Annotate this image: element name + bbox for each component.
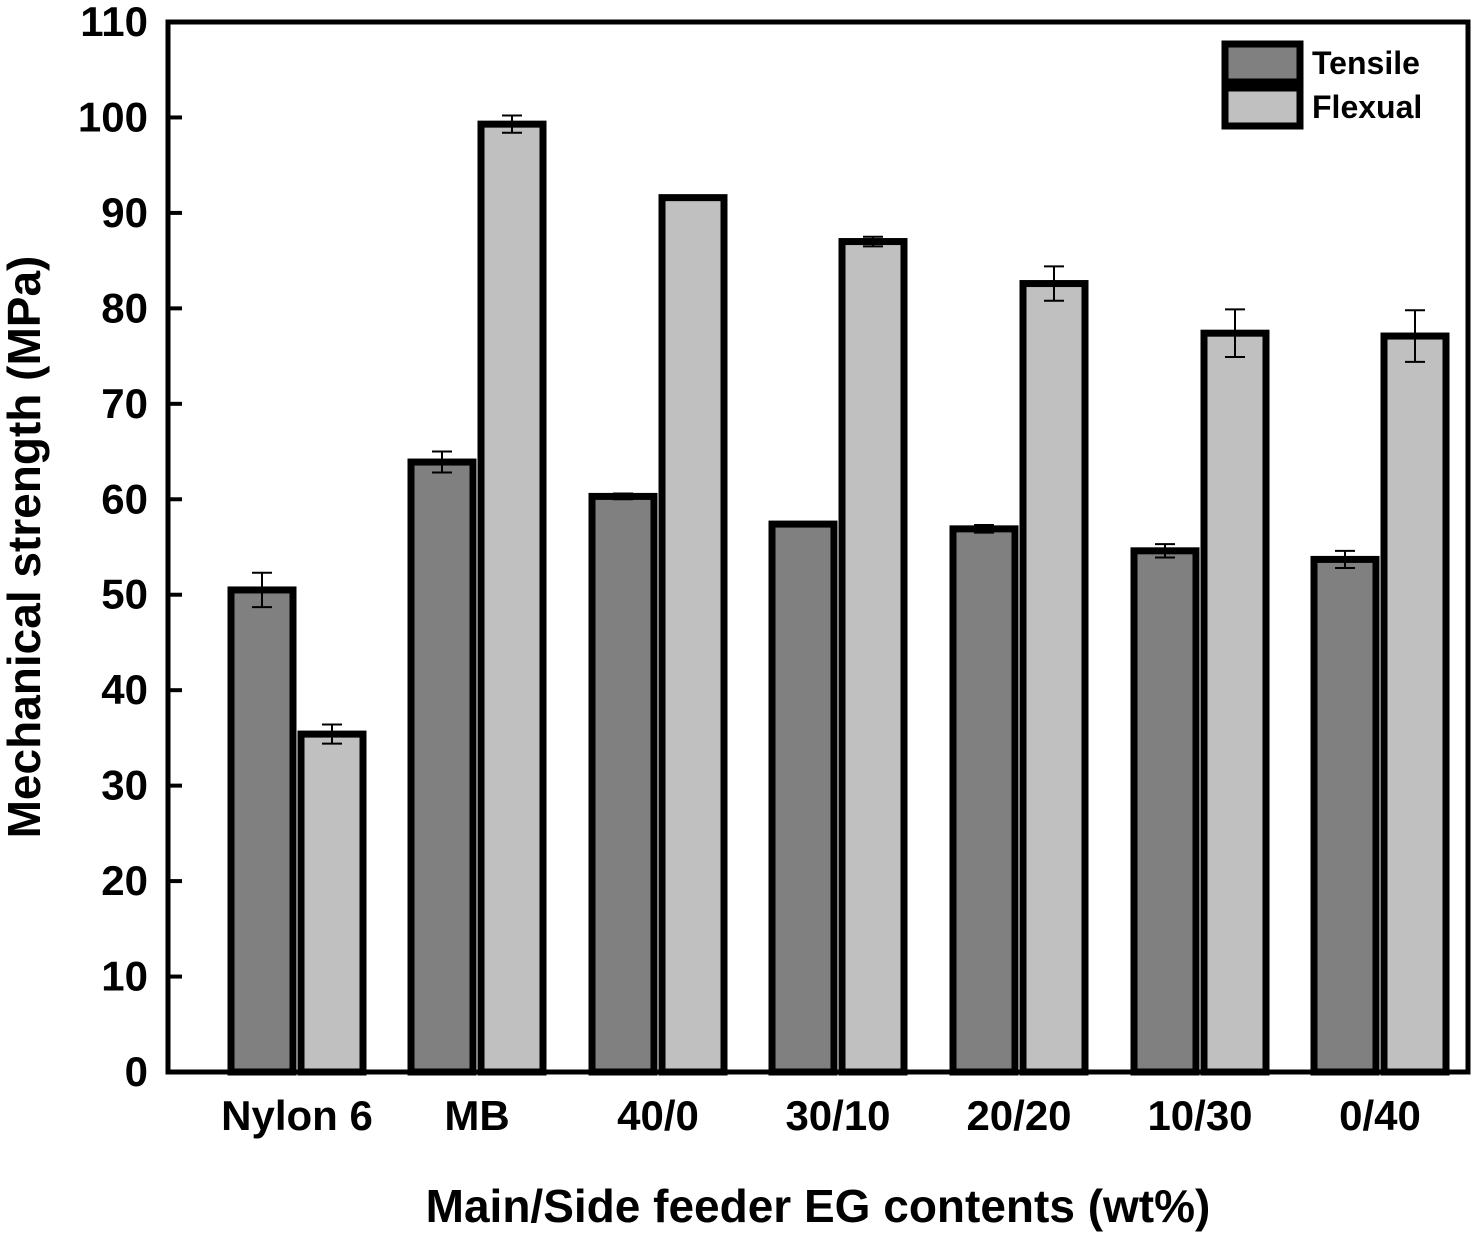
x-tick-label: Nylon 6 [221,1092,373,1139]
bar-tensile-1 [407,458,477,1076]
legend-swatch-flexual [1221,84,1304,130]
error-bar-tensile-5 [1155,543,1175,559]
bar-tensile-6 [1310,555,1380,1076]
legend: Tensile Flexual [1221,40,1422,130]
x-tick-label: MB [444,1092,509,1139]
bar-tensile-0 [227,586,297,1076]
x-tick-label: 40/0 [617,1092,699,1139]
bar-flexual-0 [297,730,367,1076]
bar-tensile-3 [768,520,838,1076]
x-tick-label: 20/20 [966,1092,1071,1139]
legend-swatch-tensile [1221,40,1304,86]
y-tick-label: 60 [101,475,148,522]
y-axis: 0 10 20 30 40 50 60 70 80 90 100 110 [78,0,182,1095]
x-axis-title: Main/Side feeder EG contents (wt%) [426,1180,1211,1232]
bar-flexual-1 [477,120,547,1076]
bar-flexual-6 [1380,332,1450,1076]
error-bar-tensile-3 [793,521,813,527]
bar-flexual-3 [838,238,908,1076]
bar-flexual-5 [1200,329,1270,1076]
y-tick-label: 30 [101,762,148,809]
legend-label-flexual: Flexual [1312,89,1422,125]
x-tick-label: 10/30 [1147,1092,1252,1139]
bar-flexual-2 [658,194,728,1076]
y-tick-label: 90 [101,189,148,236]
bar-flexual-4 [1019,280,1089,1076]
x-axis: Nylon 6 MB 40/0 30/10 20/20 10/30 0/40 [221,1092,1421,1139]
error-bar-flexual-2 [683,195,703,200]
error-bar-flexual-5 [1225,308,1245,359]
error-bar-tensile-4 [974,524,994,534]
plot-frame [165,19,1471,1075]
y-tick-label: 70 [101,380,148,427]
error-bar-flexual-1 [502,114,522,134]
error-bar-tensile-0 [252,571,272,609]
y-tick-label: 40 [101,666,148,713]
error-bar-flexual-4 [1044,265,1064,302]
bar-tensile-5 [1130,547,1200,1076]
y-tick-label: 20 [101,857,148,904]
legend-item-tensile: Tensile [1221,40,1420,86]
error-bar-tensile-2 [613,492,633,501]
x-tick-label: 30/10 [785,1092,890,1139]
y-tick-label: 50 [101,571,148,618]
y-tick-label: 80 [101,284,148,331]
error-bar-tensile-6 [1335,549,1355,569]
error-bar-tensile-1 [432,450,452,474]
error-bar-flexual-3 [863,235,883,248]
y-tick-label: 10 [101,953,148,1000]
x-tick-label: 0/40 [1339,1092,1421,1139]
error-bars-layer [252,114,1425,745]
error-bar-flexual-0 [322,723,342,745]
y-tick-label: 110 [80,0,148,45]
bars-layer [227,120,1450,1076]
bar-tensile-2 [588,492,658,1076]
error-bar-flexual-6 [1405,309,1425,363]
y-tick-label: 0 [125,1048,148,1095]
y-axis-title: Mechanical strength (MPa) [0,256,50,839]
bar-tensile-4 [949,525,1019,1076]
legend-item-flexual: Flexual [1221,84,1422,130]
y-tick-label: 100 [78,93,148,140]
legend-label-tensile: Tensile [1312,45,1420,81]
